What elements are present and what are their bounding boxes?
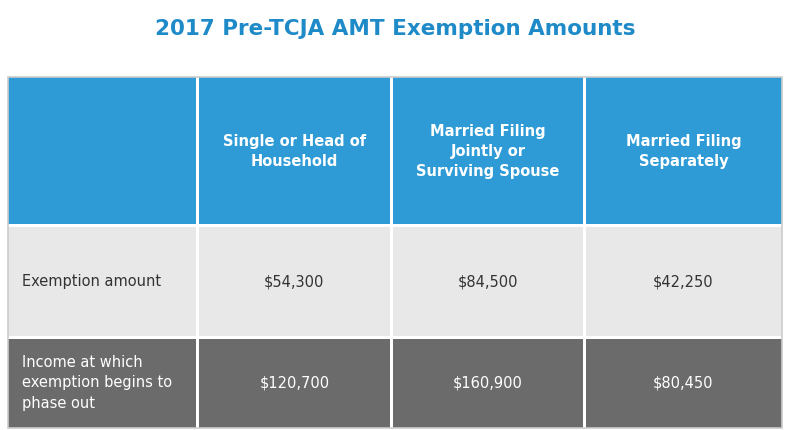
Text: $80,450: $80,450 [653,375,713,390]
Bar [8,224,782,227]
Bar [198,226,391,338]
Text: $54,300: $54,300 [264,274,325,289]
Text: Married Filing
Jointly or
Surviving Spouse: Married Filing Jointly or Surviving Spou… [416,124,559,179]
Text: Exemption amount: Exemption amount [22,274,161,289]
Bar [585,226,782,338]
Bar [389,77,393,428]
Bar [198,77,391,226]
Bar [8,226,198,338]
Bar [585,77,782,226]
Text: $42,250: $42,250 [653,274,713,289]
Text: $84,500: $84,500 [457,274,518,289]
Bar [198,338,391,428]
Bar [8,338,198,428]
Bar [583,77,586,428]
Bar [391,338,585,428]
Text: Married Filing
Separately: Married Filing Separately [626,134,741,169]
Bar [391,77,585,226]
Text: 2017 Pre-TCJA AMT Exemption Amounts: 2017 Pre-TCJA AMT Exemption Amounts [155,19,635,40]
Text: Single or Head of
Household: Single or Head of Household [223,134,366,169]
Bar [8,77,782,428]
Bar [196,77,199,428]
Text: $120,700: $120,700 [259,375,329,390]
Text: $160,900: $160,900 [453,375,523,390]
Bar [8,336,782,339]
Bar [8,77,198,226]
Text: Income at which
exemption begins to
phase out: Income at which exemption begins to phas… [22,355,172,411]
Bar [585,338,782,428]
Bar [391,226,585,338]
